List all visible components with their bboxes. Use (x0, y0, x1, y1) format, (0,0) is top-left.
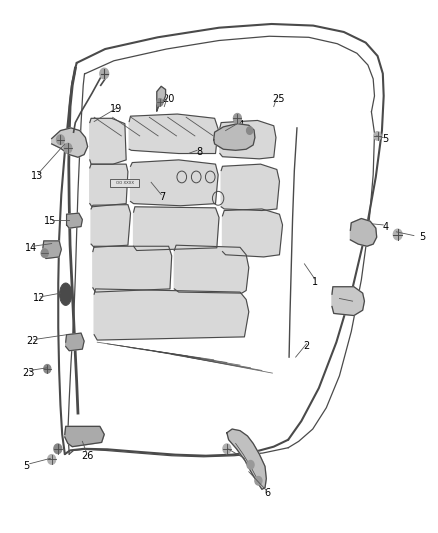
Bar (110, 179, 139, 187)
Circle shape (393, 229, 402, 240)
Polygon shape (129, 114, 218, 154)
Circle shape (64, 143, 72, 153)
Polygon shape (52, 128, 88, 157)
Text: 25: 25 (272, 94, 284, 103)
Polygon shape (157, 86, 166, 111)
Text: 26: 26 (81, 451, 94, 461)
Circle shape (233, 114, 241, 123)
Text: 5: 5 (382, 134, 389, 143)
Text: 1: 1 (312, 278, 318, 287)
Circle shape (54, 444, 62, 454)
Text: OO XXXX: OO XXXX (116, 181, 134, 184)
Ellipse shape (60, 283, 72, 305)
Circle shape (247, 461, 254, 469)
Text: 22: 22 (27, 336, 39, 346)
Circle shape (48, 455, 56, 464)
Polygon shape (94, 289, 249, 340)
Text: 5: 5 (420, 232, 426, 242)
Polygon shape (43, 241, 61, 259)
Text: 19: 19 (110, 104, 122, 114)
Circle shape (223, 444, 231, 454)
Polygon shape (93, 246, 172, 292)
Polygon shape (220, 120, 276, 159)
Polygon shape (227, 429, 266, 489)
Circle shape (255, 477, 262, 485)
Polygon shape (174, 245, 249, 293)
Circle shape (247, 127, 253, 134)
Polygon shape (332, 287, 364, 316)
Text: 15: 15 (44, 216, 57, 226)
Circle shape (100, 68, 109, 79)
Circle shape (374, 132, 381, 140)
Polygon shape (223, 209, 283, 257)
Text: 6: 6 (264, 488, 270, 498)
Text: 13: 13 (31, 171, 43, 181)
Circle shape (41, 249, 48, 257)
Polygon shape (214, 124, 255, 150)
Text: 10: 10 (349, 299, 361, 309)
Text: 4: 4 (382, 222, 389, 231)
Polygon shape (90, 164, 128, 207)
Polygon shape (131, 160, 218, 206)
Text: 12: 12 (33, 294, 46, 303)
Text: 20: 20 (162, 94, 175, 103)
Polygon shape (90, 118, 126, 164)
Circle shape (57, 135, 64, 144)
Circle shape (44, 365, 51, 373)
Text: 24: 24 (233, 120, 245, 130)
Text: 14: 14 (25, 243, 37, 253)
Circle shape (157, 99, 163, 106)
Polygon shape (221, 164, 279, 211)
Polygon shape (65, 426, 104, 447)
Polygon shape (66, 333, 84, 351)
Text: 2: 2 (304, 342, 310, 351)
Polygon shape (91, 205, 131, 247)
Polygon shape (134, 207, 219, 251)
Polygon shape (67, 213, 82, 228)
Text: 8: 8 (196, 147, 202, 157)
Text: 5: 5 (23, 462, 29, 471)
Polygon shape (350, 219, 377, 246)
Text: 7: 7 (159, 192, 165, 202)
Text: 5: 5 (244, 456, 251, 466)
Text: 23: 23 (22, 368, 35, 378)
